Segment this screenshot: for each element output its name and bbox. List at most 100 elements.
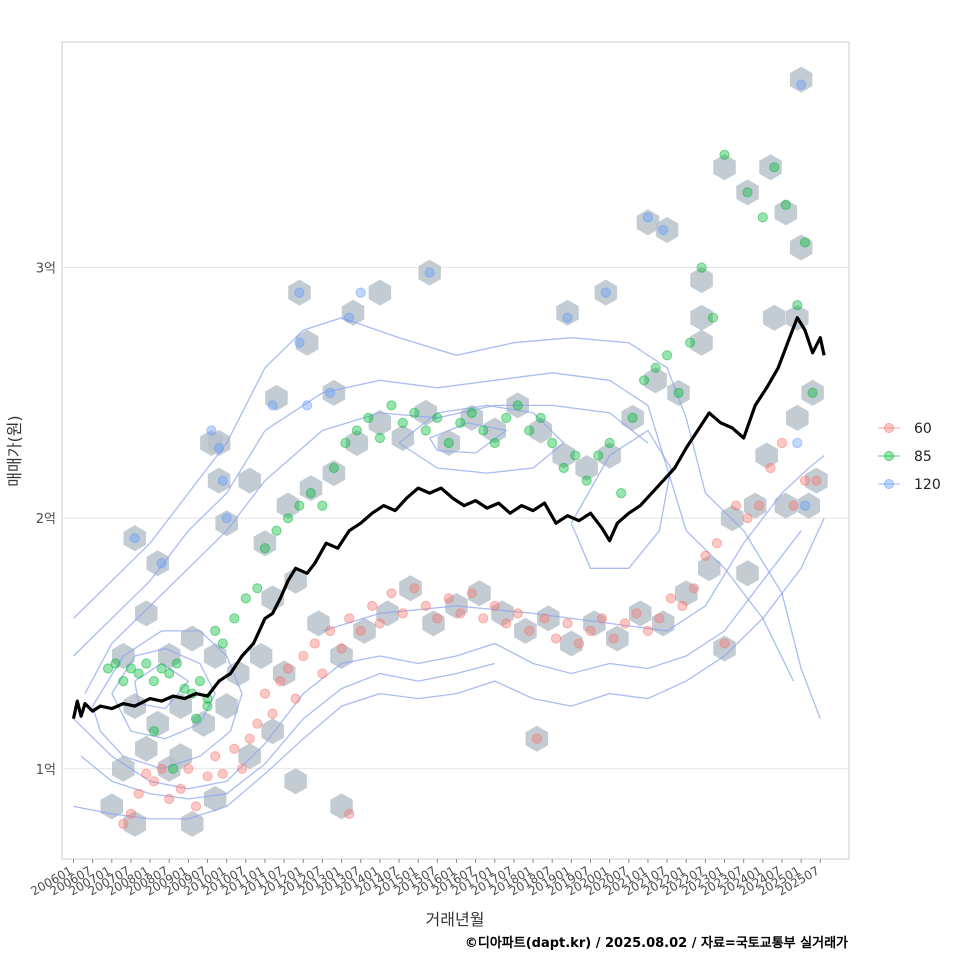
density-contour [73, 317, 821, 719]
data-point [229, 743, 240, 754]
hexbin-cell [594, 279, 618, 306]
hexbin-cell [288, 279, 311, 306]
data-point [792, 300, 803, 311]
data-point [478, 425, 489, 436]
hexbin-cell [789, 234, 813, 261]
hexbin-cell [583, 610, 606, 637]
data-point [742, 187, 753, 198]
hexbin-cell [759, 154, 782, 181]
data-point [796, 79, 807, 90]
data-point [562, 618, 573, 629]
data-point [811, 475, 822, 486]
data-point [164, 668, 175, 679]
hexbin-cell [399, 575, 422, 602]
hexbin-cell [192, 710, 215, 737]
hexbin-cell [774, 492, 798, 519]
data-point [807, 387, 818, 398]
data-point [156, 763, 167, 774]
data-point [252, 718, 263, 729]
data-point [325, 625, 336, 637]
legend: 60 85 120 [878, 421, 941, 493]
density-contour [322, 454, 825, 632]
data-point [547, 437, 558, 449]
legend-label: 60 [914, 421, 932, 437]
density-contour [73, 517, 825, 820]
legend-label: 120 [914, 477, 941, 493]
data-point [792, 437, 803, 449]
data-point [550, 633, 562, 644]
data-point [432, 613, 443, 624]
y-axis-title: 매매가(원) [5, 415, 24, 486]
data-point [125, 808, 136, 820]
data-point [639, 375, 650, 386]
data-point [294, 287, 305, 298]
hexbin-cell [786, 404, 809, 431]
density-contour [73, 372, 795, 682]
hexbin-cell [755, 442, 778, 469]
hexbin-cell [468, 580, 491, 607]
data-point [531, 733, 543, 744]
density-contour [91, 630, 243, 770]
data-point [489, 600, 500, 612]
data-point [244, 733, 255, 744]
hexbin-cell [690, 304, 713, 331]
data-point [317, 668, 328, 679]
legend-key-point [883, 478, 895, 490]
hexbin-cell [437, 430, 461, 456]
data-point [141, 768, 152, 779]
data-point [168, 763, 179, 774]
hexbin-layer [100, 66, 828, 837]
data-point [210, 625, 221, 637]
hexbin-cell [698, 555, 721, 582]
hexbin-cell [200, 430, 223, 456]
series-120 [129, 79, 811, 569]
data-point [141, 658, 152, 669]
data-point [240, 593, 251, 604]
data-point [409, 407, 420, 418]
data-point [420, 600, 431, 612]
data-point [325, 387, 336, 398]
hexbin-cell [368, 409, 392, 436]
hexbin-cell [376, 600, 399, 627]
data-point [351, 425, 362, 436]
hexbin-cell [690, 267, 713, 294]
data-point [271, 525, 282, 536]
hexbin-cell [655, 217, 679, 243]
series-60 [118, 437, 822, 830]
data-point [328, 462, 339, 474]
hexbin-cell [391, 425, 415, 451]
data-point [539, 613, 550, 624]
data-point [696, 262, 707, 273]
data-point [799, 475, 811, 486]
hexbin-cell [181, 625, 204, 652]
hexbin-cell [238, 743, 261, 770]
hexbin-cell [368, 279, 392, 306]
hexbin-cell [529, 417, 552, 444]
data-point [466, 407, 477, 418]
data-point [424, 267, 435, 278]
data-point [478, 613, 489, 624]
data-point [420, 425, 431, 436]
hexbin-cell [483, 417, 506, 444]
hexbin-cell [215, 693, 238, 720]
data-point [317, 500, 328, 511]
hexbin-cell [797, 492, 820, 519]
data-point [573, 638, 585, 649]
hexbin-cell [675, 580, 698, 607]
hexbin-cell [345, 430, 369, 456]
data-point [455, 608, 466, 619]
data-point [585, 625, 596, 637]
data-point [501, 412, 512, 423]
data-point [290, 693, 301, 704]
data-point [344, 613, 355, 624]
data-point [259, 688, 271, 699]
hexbin-cell [763, 304, 786, 331]
density-contour [111, 647, 216, 740]
data-point [757, 212, 768, 223]
data-point [202, 701, 213, 712]
data-point [175, 783, 186, 794]
legend-key-point [883, 422, 895, 434]
hexbin-cell [276, 492, 300, 519]
data-point [118, 818, 129, 830]
hexbin-cell [418, 259, 441, 286]
